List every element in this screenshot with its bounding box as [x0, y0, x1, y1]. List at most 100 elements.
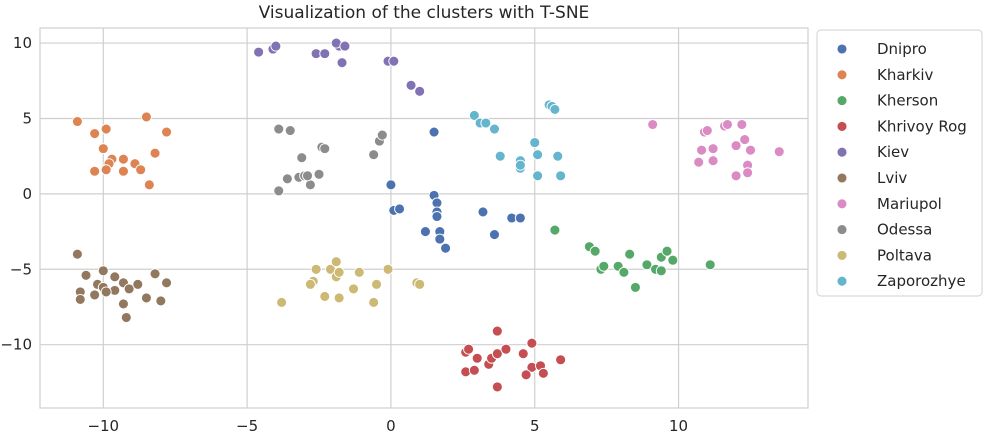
data-point — [589, 245, 601, 257]
data-point — [89, 128, 101, 140]
data-point — [330, 256, 342, 268]
data-point — [514, 159, 526, 171]
y-tick-label: −10 — [0, 336, 32, 354]
data-point — [520, 369, 532, 381]
x-tick-label: 5 — [530, 417, 540, 435]
data-point — [491, 381, 503, 393]
data-point — [371, 278, 382, 290]
data-point — [480, 117, 492, 129]
data-point — [701, 125, 713, 136]
data-point — [319, 290, 331, 302]
data-point — [281, 173, 293, 185]
data-point — [123, 283, 135, 295]
series-kherson — [549, 224, 716, 293]
data-point — [140, 292, 152, 304]
data-point — [489, 229, 500, 241]
chart-title: Visualization of the clusters with T-SNE — [259, 3, 590, 23]
data-point — [730, 140, 742, 152]
legend-item: Kharkiv — [836, 66, 934, 84]
data-point — [655, 265, 667, 277]
data-point — [319, 48, 331, 60]
y-axis-ticks: 10 5 0 −5 −10 — [0, 34, 32, 354]
data-point — [491, 325, 503, 337]
data-point — [722, 119, 733, 130]
legend-marker — [836, 275, 848, 287]
data-point — [661, 245, 673, 257]
data-point — [647, 119, 659, 130]
data-point — [140, 111, 152, 123]
grid-lines — [40, 28, 808, 408]
data-point — [431, 211, 443, 222]
data-point — [149, 147, 161, 159]
legend-item: Odessa — [836, 221, 932, 239]
data-point — [89, 165, 101, 177]
data-point — [419, 226, 431, 238]
data-point — [149, 268, 161, 280]
data-point — [376, 129, 388, 141]
x-tick-label: 10 — [669, 417, 688, 435]
legend-label: Mariupol — [877, 195, 942, 213]
data-point — [532, 170, 544, 182]
data-point — [120, 312, 132, 323]
data-point — [385, 179, 397, 191]
data-point — [161, 126, 173, 138]
legend-marker — [836, 249, 848, 261]
data-point — [618, 266, 630, 278]
data-point — [368, 149, 380, 161]
data-point — [333, 266, 345, 278]
legend-label: Khrivoy Rog — [877, 117, 967, 135]
data-point — [517, 348, 529, 360]
data-point — [135, 164, 147, 176]
legend-item: Kiev — [836, 143, 909, 161]
data-point — [414, 278, 426, 290]
data-point — [304, 179, 316, 191]
x-tick-label: −5 — [236, 417, 258, 435]
data-point — [109, 271, 121, 283]
data-point — [368, 296, 380, 308]
legend-label: Kherson — [877, 92, 938, 110]
data-point — [80, 269, 92, 281]
data-point — [494, 150, 506, 162]
data-point — [693, 156, 705, 168]
data-point — [100, 286, 112, 298]
legend-label: Dnipro — [877, 40, 927, 58]
y-tick-label: 0 — [22, 185, 32, 203]
data-point — [117, 165, 129, 177]
data-point — [284, 125, 296, 136]
series-kiev — [253, 37, 426, 97]
data-point — [304, 278, 316, 290]
data-point — [745, 144, 756, 156]
data-point — [394, 203, 406, 215]
data-point — [463, 343, 475, 355]
data-point — [629, 281, 641, 293]
series-mariupol — [647, 119, 785, 182]
legend-marker — [836, 198, 848, 210]
data-point — [555, 354, 567, 366]
legend-label: Zaporozhye — [877, 272, 966, 290]
data-point — [428, 126, 440, 138]
x-tick-label: 0 — [386, 417, 396, 435]
data-point — [489, 123, 500, 135]
data-point — [773, 146, 785, 158]
data-point — [641, 259, 653, 271]
data-point — [730, 170, 742, 182]
data-point — [89, 289, 101, 301]
data-point — [526, 337, 538, 349]
data-point — [736, 119, 748, 130]
legend-marker — [836, 95, 848, 107]
data-point — [491, 348, 503, 360]
legend-marker — [836, 224, 848, 236]
data-point — [348, 283, 359, 295]
data-point — [132, 278, 144, 290]
data-point — [440, 242, 452, 254]
data-point — [155, 295, 167, 307]
data-point — [117, 298, 129, 310]
data-point — [500, 343, 512, 355]
data-point — [414, 85, 426, 97]
series-zaporozhye — [468, 99, 567, 182]
data-point — [739, 134, 751, 146]
data-point — [302, 170, 313, 182]
data-point — [405, 79, 417, 91]
data-point — [117, 153, 129, 165]
